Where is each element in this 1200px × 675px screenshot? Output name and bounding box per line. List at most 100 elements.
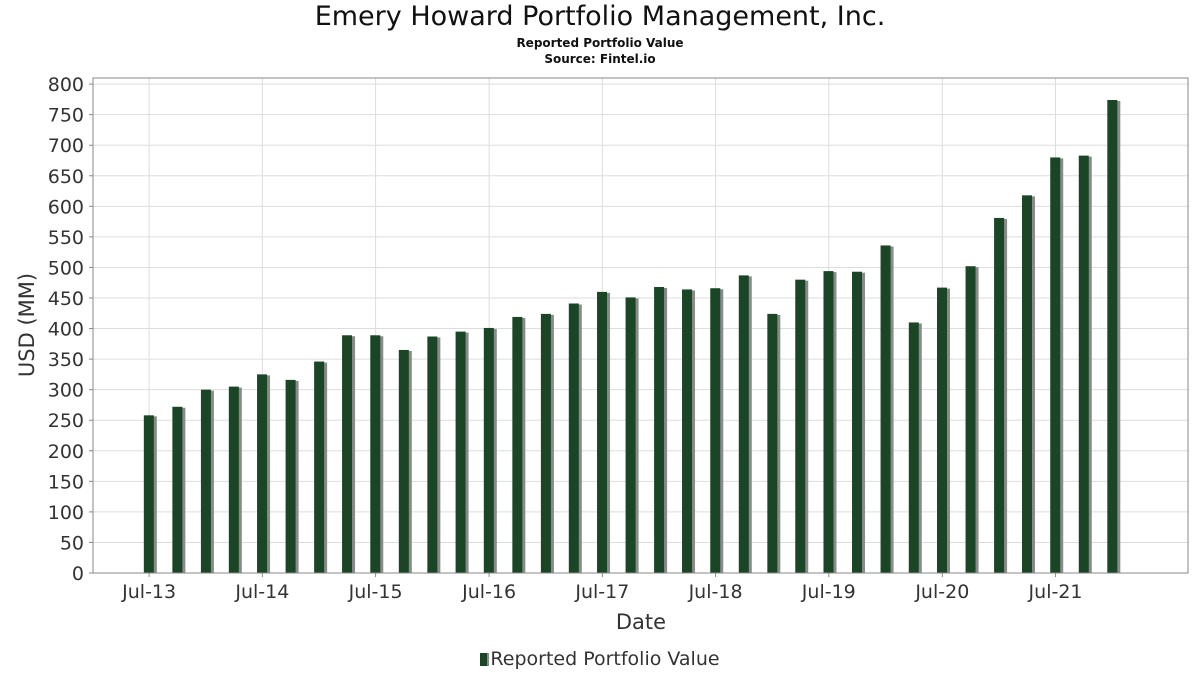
bar xyxy=(710,288,724,573)
bar-fill xyxy=(597,291,608,573)
plot-area xyxy=(92,77,1189,574)
bar xyxy=(654,287,668,573)
y-tick-label: 400 xyxy=(48,319,84,341)
y-tick-label: 250 xyxy=(48,410,84,432)
bar-fill xyxy=(314,361,325,573)
y-tick-label: 750 xyxy=(48,105,84,127)
bar-fill xyxy=(937,287,948,573)
bar-fill xyxy=(654,287,665,573)
bar xyxy=(143,415,157,573)
y-axis-label: USD (MM) xyxy=(15,273,39,377)
legend-label: Reported Portfolio Value xyxy=(490,648,720,670)
x-tick-label: Jul-20 xyxy=(914,581,969,603)
bar-fill xyxy=(540,313,551,573)
bar-fill xyxy=(200,389,211,573)
bar-fill xyxy=(342,335,353,573)
bar-fill xyxy=(625,297,636,573)
bar-fill xyxy=(908,322,919,573)
x-tick-label: Jul-18 xyxy=(688,581,743,603)
bar xyxy=(512,316,526,573)
bar-fill xyxy=(568,303,579,573)
bar-fill xyxy=(1050,157,1061,573)
bar xyxy=(823,271,837,573)
bar-fill xyxy=(738,275,749,573)
bar xyxy=(257,374,271,573)
legend: Reported Portfolio Value xyxy=(0,647,1200,671)
bar-fill xyxy=(1022,195,1033,574)
y-tick-label: 350 xyxy=(48,349,84,371)
y-tick-label: 0 xyxy=(72,563,84,585)
bar xyxy=(682,289,696,573)
bar-fill xyxy=(1078,155,1089,573)
bar xyxy=(314,361,328,573)
chart-title: Emery Howard Portfolio Management, Inc. xyxy=(314,1,886,32)
bar xyxy=(1078,155,1092,573)
y-tick-label: 650 xyxy=(48,166,84,188)
bar-fill xyxy=(994,217,1005,573)
y-tick-label: 800 xyxy=(48,74,84,96)
bar xyxy=(285,379,299,573)
bar xyxy=(172,406,186,573)
bar xyxy=(228,386,242,573)
bar xyxy=(483,327,497,573)
bar xyxy=(852,271,866,573)
bar xyxy=(342,335,356,573)
y-tick-label: 450 xyxy=(48,288,84,310)
y-tick-label: 550 xyxy=(48,227,84,249)
y-tick-label: 150 xyxy=(48,471,84,493)
y-tick-label: 300 xyxy=(48,380,84,402)
bar-fill xyxy=(710,288,721,573)
bar-fill xyxy=(795,279,806,573)
x-tick-label: Jul-16 xyxy=(461,581,516,603)
bar xyxy=(880,245,894,573)
x-tick-label: Jul-15 xyxy=(348,581,403,603)
x-tick-label: Jul-17 xyxy=(574,581,629,603)
bar-fill xyxy=(1107,100,1118,573)
bar xyxy=(965,266,979,573)
y-tick-label: 700 xyxy=(48,135,84,157)
y-tick-label: 100 xyxy=(48,502,84,524)
bar xyxy=(994,217,1008,573)
bar xyxy=(455,331,469,573)
x-axis-ticks: Jul-13 Jul-14 Jul-15 Jul-16 Jul-17 Jul-18 Jul-… xyxy=(121,573,1083,603)
bar-fill xyxy=(880,245,891,573)
bar xyxy=(1107,100,1121,573)
chart-subtitle: Reported Portfolio Value xyxy=(516,36,684,50)
bar xyxy=(625,297,639,573)
bar-fill xyxy=(370,335,381,573)
y-tick-label: 600 xyxy=(48,196,84,218)
legend-swatch xyxy=(480,653,488,666)
x-tick-label: Jul-21 xyxy=(1028,581,1083,603)
x-tick-label: Jul-13 xyxy=(121,581,176,603)
bar xyxy=(540,313,554,573)
bar-fill xyxy=(823,271,834,573)
bar-fill xyxy=(285,379,296,573)
chart-source: Source: Fintel.io xyxy=(544,52,656,66)
bar-fill xyxy=(257,374,268,573)
bar-fill xyxy=(965,266,976,573)
bar-fill xyxy=(483,327,494,573)
bar-fill xyxy=(455,331,466,573)
bar-fill xyxy=(852,271,863,573)
bar xyxy=(398,349,412,573)
bar xyxy=(200,389,214,573)
bar xyxy=(427,336,441,573)
y-tick-label: 50 xyxy=(60,532,84,554)
bar xyxy=(738,275,752,573)
bar-fill xyxy=(427,336,438,573)
bar xyxy=(1050,157,1064,573)
bar-fill xyxy=(143,415,154,573)
x-axis-label: Date xyxy=(616,610,666,634)
bar-fill xyxy=(767,313,778,573)
x-tick-label: Jul-19 xyxy=(801,581,856,603)
bar xyxy=(937,287,951,573)
y-tick-label: 200 xyxy=(48,441,84,463)
bar xyxy=(370,335,384,573)
bars xyxy=(143,100,1121,574)
bar xyxy=(568,303,582,573)
bar xyxy=(1022,195,1036,574)
bar xyxy=(795,279,809,573)
bar-fill xyxy=(398,349,409,573)
y-tick-label: 500 xyxy=(48,257,84,279)
